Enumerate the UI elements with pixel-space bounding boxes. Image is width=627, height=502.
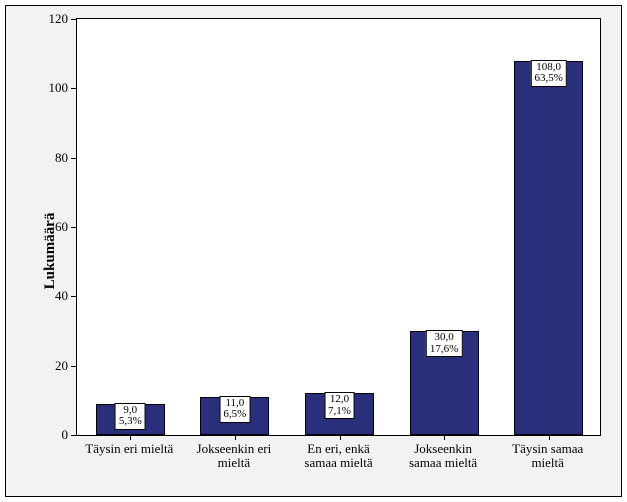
- y-tick-label: 20: [6, 358, 68, 374]
- x-tick-mark: [235, 435, 236, 440]
- x-axis-label: En eri, enkä samaa mieltä: [286, 442, 391, 471]
- y-tick-label: 120: [6, 11, 68, 27]
- bar-data-label: 30,017,6%: [426, 330, 462, 357]
- y-tick-label: 0: [6, 427, 68, 443]
- x-axis-label: Jokseenkin samaa mieltä: [391, 442, 496, 471]
- y-tick-mark: [71, 88, 76, 89]
- plot-area: 9,05,3% 11,06,5% 12,07,1% 30,017,6% 108,063,…: [76, 18, 601, 436]
- bar-value-label: 9,0: [119, 405, 142, 417]
- x-tick-mark: [444, 435, 445, 440]
- x-tick-mark: [549, 435, 550, 440]
- y-tick-mark: [71, 227, 76, 228]
- y-tick-mark: [71, 435, 76, 436]
- bar-value-label: 12,0: [328, 394, 351, 406]
- bar-value-label: 30,0: [430, 332, 458, 344]
- x-axis-label: Täysin samaa mieltä: [495, 442, 600, 471]
- y-tick-label: 60: [6, 219, 68, 235]
- bar-value-label: 108,0: [534, 62, 562, 74]
- bar-percent-label: 6,5%: [223, 409, 246, 421]
- bar-value-label: 11,0: [223, 398, 246, 410]
- y-tick-mark: [71, 158, 76, 159]
- bar-percent-label: 63,5%: [534, 73, 562, 85]
- bar: [514, 61, 583, 435]
- x-tick-mark: [130, 435, 131, 440]
- chart-container: Lukumäärä 9,05,3%11,06,5%12,07,1%30,017,…: [5, 5, 622, 497]
- x-tick-mark: [340, 435, 341, 440]
- x-axis-label: Täysin eri mieltä: [77, 442, 182, 456]
- y-tick-mark: [71, 19, 76, 20]
- y-tick-mark: [71, 366, 76, 367]
- y-tick-mark: [71, 296, 76, 297]
- bar-data-label: 9,05,3%: [115, 403, 146, 430]
- x-axis-label: Jokseenkin eri mieltä: [182, 442, 287, 471]
- y-tick-label: 100: [6, 80, 68, 96]
- bar-percent-label: 5,3%: [119, 416, 142, 428]
- y-tick-label: 80: [6, 150, 68, 166]
- bar-data-label: 12,07,1%: [324, 392, 355, 419]
- bar-data-label: 11,06,5%: [219, 396, 250, 423]
- bar-data-label: 108,063,5%: [530, 60, 566, 87]
- bar-percent-label: 7,1%: [328, 406, 351, 418]
- y-tick-label: 40: [6, 288, 68, 304]
- bar-percent-label: 17,6%: [430, 344, 458, 356]
